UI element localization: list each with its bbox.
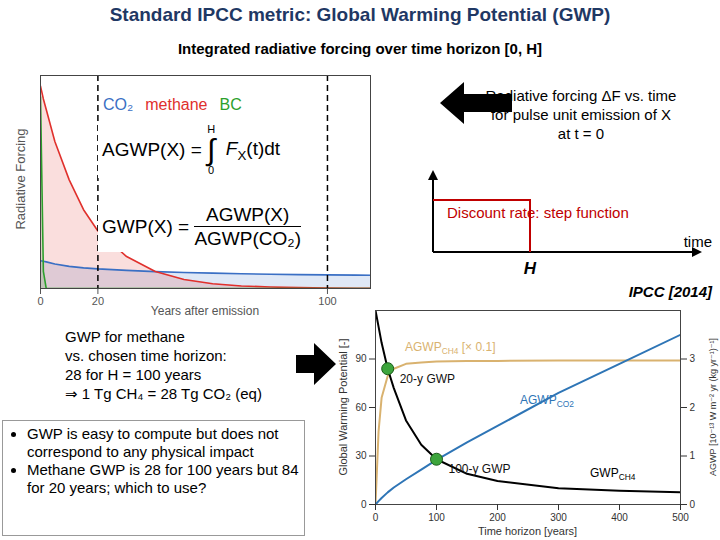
html-text:28 for H = 100 years: 28 for H = 100 years <box>65 366 202 383</box>
html-text:AGWPCO2: AGWPCO2 <box>520 393 574 410</box>
html-text:FX(t)dt: FX(t)dt <box>225 137 281 163</box>
html-text:GWPCH4: GWPCH4 <box>590 466 636 483</box>
svg-text:20: 20 <box>92 295 104 307</box>
svg-text:0: 0 <box>37 295 43 307</box>
svg-text:3: 3 <box>690 353 696 364</box>
html-text:for pulse unit emission of X: for pulse unit emission of X <box>491 106 671 123</box>
html-text:AGWP(X) =: AGWP(X) = <box>102 139 207 160</box>
svg-text:400: 400 <box>611 512 628 523</box>
svg-text:0: 0 <box>373 512 379 523</box>
svg-text:200: 200 <box>489 512 506 523</box>
html-text:H: H <box>207 123 216 135</box>
html-text:AGWP [10⁻¹³ W m⁻² yr (kg yr⁻¹): AGWP [10⁻¹³ W m⁻² yr (kg yr⁻¹)⁻¹] <box>708 338 718 476</box>
html-text:vs. chosen time horizon:: vs. chosen time horizon: <box>65 347 227 364</box>
svg-text:2: 2 <box>690 402 696 413</box>
html-text:Years after emission: Years after emission <box>150 304 260 318</box>
svg-text:100: 100 <box>318 295 336 307</box>
svg-text:60: 60 <box>355 402 367 413</box>
html-text:Radiative Forcing: Radiative Forcing <box>12 128 28 230</box>
svg-text:90: 90 <box>355 353 367 364</box>
svg-text:0: 0 <box>690 499 696 510</box>
html-text:methane: methane <box>145 96 208 113</box>
svg-text:100: 100 <box>428 512 445 523</box>
html-text:GWP(X) =: GWP(X) = <box>102 215 195 237</box>
svg-text:300: 300 <box>550 512 567 523</box>
html-text:BC: BC <box>219 96 242 113</box>
html-text:Global Warming Potential [-]: Global Warming Potential [-] <box>337 338 349 476</box>
svg-text:20-y GWP: 20-y GWP <box>400 372 455 386</box>
html-text:AGWPCH4[× 0.1]: AGWPCH4[× 0.1] <box>405 340 496 357</box>
svg-text:time: time <box>684 233 712 250</box>
html-text:Methane GWP is 28 for 100 year: Methane GWP is 28 for 100 years but 84 f… <box>27 461 299 496</box>
html-text:AGWP(X): AGWP(X) <box>206 204 290 225</box>
svg-text:IPCC [2014]: IPCC [2014] <box>629 283 713 300</box>
html-text:GWP is easy to compute but doe: GWP is easy to compute but does not corr… <box>27 425 279 460</box>
html-text:at t = 0: at t = 0 <box>557 125 605 142</box>
svg-text:0: 0 <box>361 499 367 510</box>
html-text:Radiative forcing ΔF vs. time: Radiative forcing ΔF vs. time <box>485 87 677 104</box>
svg-text:30: 30 <box>355 450 367 461</box>
svg-text:1: 1 <box>690 450 696 461</box>
html-text:Time horizon [years]: Time horizon [years] <box>477 525 578 537</box>
svg-text:500: 500 <box>672 512 689 523</box>
html-text:Integrated radiative forcing o: Integrated radiative forcing over time h… <box>177 40 543 57</box>
svg-text:100-y GWP: 100-y GWP <box>449 462 511 476</box>
html-text:0: 0 <box>208 164 215 176</box>
html-text:⇒ 1 Tg CH₄ = 28 Tg CO₂ (eq): ⇒ 1 Tg CH₄ = 28 Tg CO₂ (eq) <box>65 385 262 402</box>
svg-text:H: H <box>524 259 537 278</box>
html-text:AGWP(CO₂): AGWP(CO₂) <box>194 227 301 249</box>
html-text:Standard IPCC metric: Global W: Standard IPCC metric: Global Warming Pot… <box>109 4 611 25</box>
html-text:CO₂: CO₂ <box>103 96 134 113</box>
svg-text:Discount rate: step function: Discount rate: step function <box>447 204 629 221</box>
html-text:GWP for methane: GWP for methane <box>65 328 185 345</box>
